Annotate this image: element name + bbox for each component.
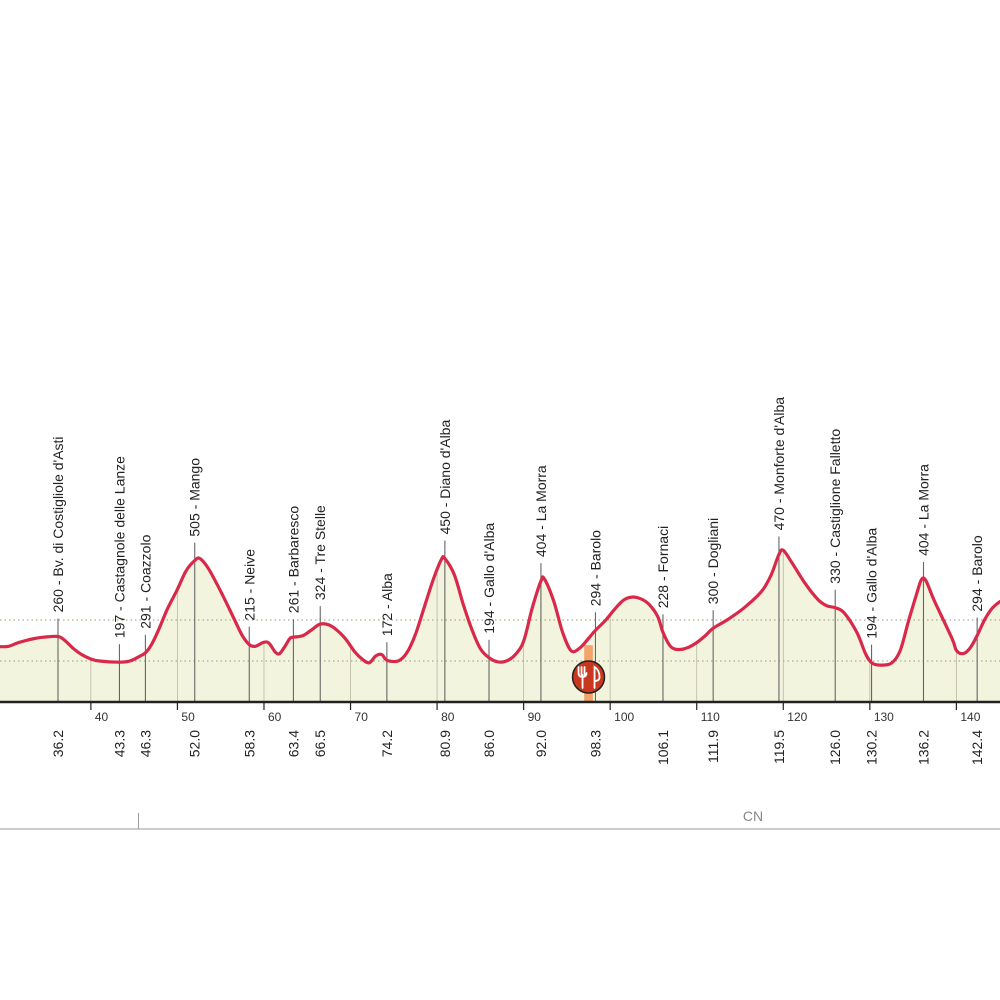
x-axis-tick-label: 140 bbox=[960, 710, 980, 724]
waypoint-label: 261 - Barbaresco bbox=[285, 506, 301, 614]
waypoint-km-label: 36.2 bbox=[50, 730, 66, 757]
profile-line bbox=[0, 548, 1000, 667]
waypoint-label: 228 - Fornaci bbox=[655, 526, 671, 608]
waypoint-label: 197 - Castagnole delle Lanze bbox=[111, 456, 127, 638]
province-label: CN bbox=[743, 808, 763, 824]
waypoint-km-label: 63.4 bbox=[285, 730, 301, 757]
x-axis-tick-label: 110 bbox=[701, 710, 720, 724]
x-axis-tick-label: 100 bbox=[614, 710, 634, 724]
x-axis-tick-label: 50 bbox=[181, 710, 195, 724]
waypoint-km-label: 52.0 bbox=[187, 730, 203, 757]
waypoint-km-label: 58.3 bbox=[241, 730, 257, 757]
profile-fill-layer bbox=[0, 549, 1000, 702]
x-axis-tick-label: 40 bbox=[95, 710, 109, 724]
waypoint-km-label: 98.3 bbox=[588, 730, 604, 757]
x-axis: 4050607080901001101201301401 bbox=[0, 700, 1000, 724]
profile-line-layer bbox=[0, 548, 1000, 667]
waypoint-km-label: 74.2 bbox=[379, 730, 395, 757]
waypoint-label: 215 - Neive bbox=[241, 549, 257, 621]
x-axis-tick-label: 120 bbox=[787, 710, 807, 724]
feed-zone-layer bbox=[571, 645, 606, 702]
waypoint-km-label: 136.2 bbox=[916, 730, 932, 765]
waypoint-km-label: 46.3 bbox=[137, 730, 153, 757]
waypoint-label: 470 - Monforte d'Alba bbox=[771, 397, 787, 531]
waypoint-labels: 260 - Bv. di Costigliole d'Asti 197 - Cas… bbox=[50, 397, 985, 639]
knife-icon bbox=[593, 665, 601, 689]
x-axis-tick-label: 70 bbox=[355, 710, 369, 724]
waypoint-label: 260 - Bv. di Costigliole d'Asti bbox=[50, 436, 66, 612]
waypoint-km-labels: 36.2 43.3 46.3 52.0 58.3 63.4 66.5 74.2 80.9 86.0… bbox=[50, 730, 985, 765]
waypoint-label: 450 - Diano d'Alba bbox=[437, 420, 453, 535]
province-bar: CN bbox=[0, 808, 1000, 830]
waypoint-label: 172 - Alba bbox=[379, 573, 395, 636]
waypoint-label: 194 - Gallo d'Alba bbox=[481, 523, 497, 634]
waypoint-label: 505 - Mango bbox=[187, 458, 203, 537]
x-axis-tick-label: 60 bbox=[268, 710, 282, 724]
waypoint-km-label: 119.5 bbox=[771, 730, 787, 764]
waypoint-label: 330 - Castiglione Falletto bbox=[827, 429, 843, 584]
waypoint-km-label: 142.4 bbox=[969, 730, 985, 765]
waypoint-km-label: 43.3 bbox=[111, 730, 127, 757]
x-axis-tick-label: 130 bbox=[874, 710, 894, 724]
waypoint-label: 404 - La Morra bbox=[533, 465, 549, 557]
waypoint-km-label: 111.9 bbox=[705, 730, 721, 763]
profile-area-fill bbox=[0, 549, 1000, 702]
waypoint-label: 291 - Coazzolo bbox=[137, 534, 153, 628]
waypoint-km-label: 92.0 bbox=[533, 730, 549, 757]
waypoint-label: 294 - Barolo bbox=[588, 530, 604, 606]
waypoint-drop-lines bbox=[57, 536, 978, 702]
waypoint-km-label: 80.9 bbox=[437, 730, 453, 757]
x-axis-tick-label: 80 bbox=[441, 710, 455, 724]
fork-icon bbox=[577, 666, 588, 689]
x-axis-tick-label: 90 bbox=[528, 710, 542, 724]
waypoint-km-label: 126.0 bbox=[827, 730, 843, 765]
waypoint-label: 194 - Gallo d'Alba bbox=[864, 528, 880, 639]
feed-zone-icon bbox=[571, 660, 606, 694]
waypoint-km-label: 106.1 bbox=[655, 730, 671, 765]
waypoint-label: 404 - La Morra bbox=[916, 464, 932, 556]
waypoint-km-label: 130.2 bbox=[864, 730, 880, 765]
waypoint-km-label: 66.5 bbox=[312, 730, 328, 757]
waypoint-label: 324 - Tre Stelle bbox=[312, 505, 328, 600]
waypoint-label: 294 - Barolo bbox=[969, 535, 985, 611]
waypoint-km-label: 86.0 bbox=[481, 730, 497, 757]
waypoint-label: 300 - Dogliani bbox=[705, 518, 721, 604]
